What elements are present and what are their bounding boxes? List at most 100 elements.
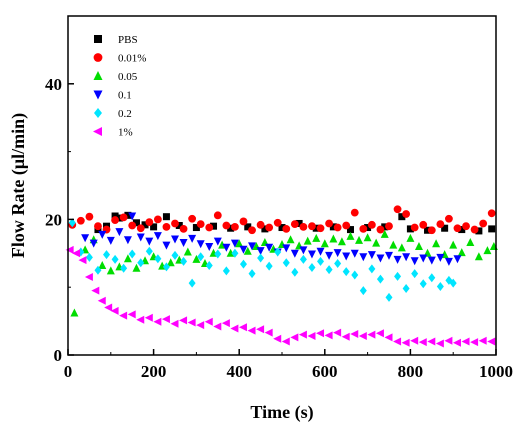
data-point (333, 328, 342, 337)
data-point (188, 234, 197, 243)
data-point (350, 329, 359, 338)
legend-entry: 0.01% (93, 53, 146, 65)
data-point (222, 243, 231, 252)
data-point (475, 227, 483, 235)
data-point (342, 252, 351, 261)
data-point (436, 282, 444, 292)
data-point (97, 296, 106, 305)
data-point (179, 316, 188, 325)
data-point (367, 330, 376, 339)
data-point (398, 213, 406, 221)
data-point (411, 269, 419, 279)
data-point (94, 265, 102, 275)
data-point (488, 225, 496, 233)
legend-label: 0.1 (118, 90, 132, 102)
data-point (393, 255, 402, 264)
data-point (180, 256, 188, 266)
data-point (436, 220, 445, 229)
data-point (162, 241, 171, 250)
legend-label: 0.01% (118, 53, 146, 65)
data-point (325, 265, 333, 275)
data-point (210, 222, 218, 230)
data-point (316, 224, 325, 233)
data-point (406, 233, 415, 242)
data-point (248, 226, 256, 235)
data-point (153, 215, 162, 224)
data-point (397, 243, 406, 252)
data-point (376, 254, 385, 263)
legend-marker (94, 108, 102, 118)
data-point (230, 239, 239, 248)
data-point (150, 223, 158, 231)
data-point (136, 224, 145, 233)
data-point (257, 253, 265, 263)
legend-label: 0.2 (118, 108, 132, 120)
data-point (487, 337, 496, 346)
data-point (483, 246, 492, 255)
data-point (278, 224, 286, 232)
data-point (273, 334, 282, 343)
data-point (188, 278, 196, 288)
data-point (432, 239, 441, 248)
data-point (119, 213, 128, 222)
data-point (298, 330, 307, 339)
data-point (84, 273, 93, 282)
data-point (342, 221, 351, 230)
data-point (187, 318, 196, 327)
data-point (231, 248, 239, 258)
data-point (282, 244, 291, 253)
data-point (346, 226, 354, 234)
legend-entry: PBS (94, 34, 138, 46)
data-point (153, 317, 162, 326)
data-point (124, 211, 132, 219)
data-point (307, 332, 316, 341)
data-point (265, 261, 273, 271)
data-point (282, 258, 290, 268)
legend-label: 0.05 (118, 71, 138, 83)
data-point (444, 257, 453, 266)
legend-label: PBS (118, 34, 138, 46)
data-point (145, 246, 153, 256)
y-tick-label: 0 (54, 346, 63, 365)
data-point (103, 250, 111, 260)
data-point (325, 219, 333, 228)
data-point (239, 259, 247, 269)
series-3 (81, 212, 462, 266)
data-point (145, 237, 154, 246)
data-point (175, 222, 183, 230)
data-point (166, 258, 175, 267)
data-point (68, 218, 76, 228)
data-point (393, 205, 402, 214)
data-point (312, 224, 320, 232)
data-point (221, 319, 230, 328)
legend-marker (93, 90, 103, 100)
data-point (120, 263, 128, 273)
data-point (222, 266, 230, 276)
data-point (363, 233, 372, 242)
data-point (85, 212, 94, 221)
data-point (462, 222, 470, 231)
data-point (196, 220, 205, 229)
data-point (274, 247, 282, 257)
data-point (290, 249, 299, 258)
data-point (427, 337, 436, 346)
data-point (444, 336, 453, 345)
data-point (204, 317, 213, 326)
data-point (449, 278, 457, 288)
data-point (427, 256, 436, 265)
series-5 (65, 245, 496, 348)
data-point (385, 251, 393, 260)
data-point (457, 248, 466, 257)
data-point (85, 252, 93, 262)
data-point (346, 231, 355, 240)
data-point (337, 237, 346, 246)
data-point (205, 243, 214, 252)
data-point (355, 235, 364, 244)
data-point (445, 214, 453, 223)
data-point (145, 218, 154, 227)
data-point (264, 328, 273, 337)
data-point (376, 274, 384, 284)
legend-label: 1% (118, 127, 133, 139)
data-point (214, 249, 222, 259)
data-point (286, 235, 295, 244)
